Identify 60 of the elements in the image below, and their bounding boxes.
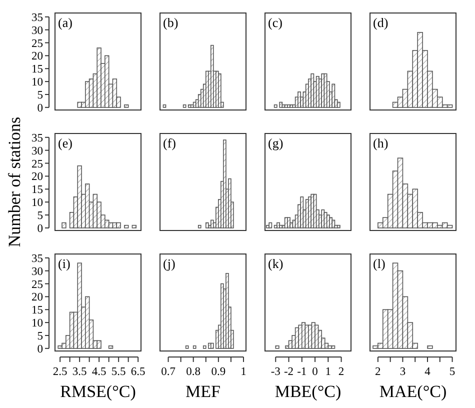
y-tick-label: 25: [32, 278, 44, 291]
x-tick-label: 4.5: [92, 366, 107, 378]
x-tick-label: 0.9: [211, 366, 226, 378]
x-axis-title: MEF: [186, 382, 220, 401]
x-tick-label: 2: [375, 366, 382, 378]
y-tick-label: 0: [37, 102, 44, 114]
y-tick-label: 0: [37, 343, 44, 356]
x-tick-label: 1: [325, 366, 332, 378]
chart-title: (a): [58, 15, 72, 30]
chart-title: (d): [373, 15, 388, 30]
x-tick-label: -1: [297, 366, 307, 378]
chart-title: (h): [373, 136, 388, 150]
x-tick-label: 2: [338, 366, 344, 378]
y-tick-label: 35: [32, 252, 44, 265]
y-tick-label: 10: [32, 76, 44, 89]
x-tick-label: 5: [449, 366, 456, 378]
x-tick-label: 0.8: [186, 366, 201, 378]
x-tick-label: 6.5: [130, 366, 146, 378]
y-tick-label: 25: [32, 38, 44, 50]
y-tick-label: 5: [37, 90, 44, 102]
y-tick-label: 5: [37, 330, 44, 343]
y-tick-label: 10: [32, 318, 44, 330]
chart-title: (l): [373, 256, 386, 271]
y-tick-label: 20: [32, 50, 44, 63]
x-tick-label: 2.5: [52, 366, 68, 378]
chart-title: (i): [58, 256, 70, 271]
chart-title: (g): [268, 136, 284, 150]
x-tick-label: -2: [284, 366, 294, 378]
chart-title: (e): [58, 136, 72, 150]
chart-title: (b): [163, 15, 178, 30]
x-tick-label: 1: [240, 366, 247, 378]
y-tick-label: 20: [32, 292, 44, 304]
y-tick-label: 5: [37, 210, 44, 222]
x-axis-title: RMSE(°C): [60, 382, 136, 401]
x-tick-label: 0: [312, 366, 318, 378]
y-tick-label: 30: [32, 24, 44, 37]
y-tick-label: 15: [32, 64, 44, 76]
x-axis-title: MBE(°C): [274, 382, 342, 401]
x-tick-label: -3: [270, 366, 281, 378]
y-tick-label: 25: [32, 158, 44, 170]
y-tick-label: 30: [32, 266, 44, 278]
x-tick-label: 3.5: [72, 366, 88, 378]
y-tick-label: 35: [32, 12, 44, 24]
chart-title: (k): [268, 256, 284, 271]
y-tick-label: 30: [32, 145, 44, 158]
y-tick-label: 10: [32, 197, 44, 210]
x-tick-label: 0.7: [161, 366, 176, 378]
chart-title: (f): [163, 136, 176, 150]
y-tick-label: 15: [32, 304, 44, 317]
x-axis-title: MAE(°C): [379, 382, 447, 401]
chart-title: (j): [163, 256, 176, 271]
chart-title: (c): [268, 15, 282, 30]
x-tick-label: 3: [400, 366, 406, 378]
y-tick-label: 35: [32, 132, 44, 144]
y-tick-label: 15: [32, 184, 44, 196]
x-tick-label: 4: [424, 366, 431, 378]
y-tick-label: 20: [32, 171, 44, 184]
y-axis-title: Number of stations: [5, 116, 24, 248]
x-tick-label: 5.5: [111, 366, 126, 378]
y-tick-label: 0: [37, 222, 44, 235]
